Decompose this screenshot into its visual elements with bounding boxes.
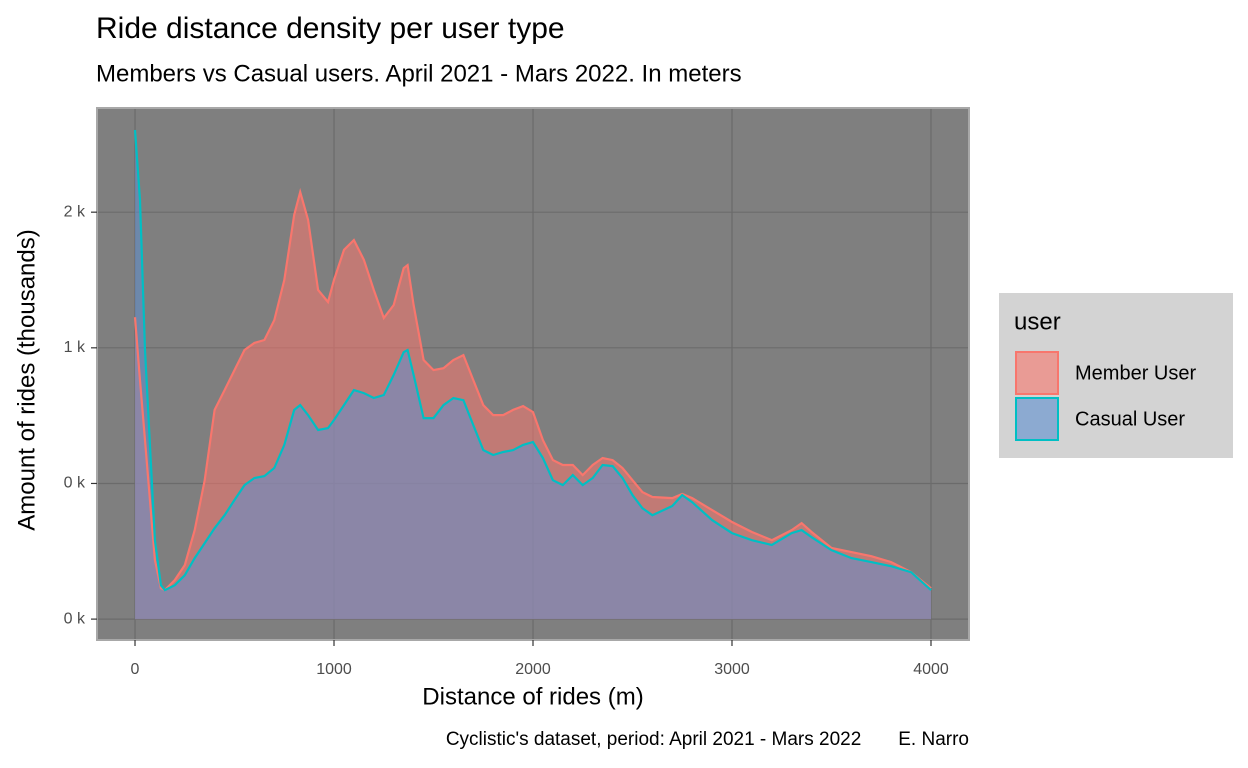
x-tick-label: 1000: [316, 661, 352, 678]
y-tick-label: 0 k: [64, 610, 86, 627]
chart-subtitle: Members vs Casual users. April 2021 - Ma…: [96, 60, 742, 87]
caption: Cyclistic's dataset, period: April 2021 …: [446, 729, 969, 750]
legend-label: Casual User: [1075, 408, 1185, 430]
y-axis-label: Amount of rides (thousands): [13, 229, 40, 531]
axes: 0 1000 2000 3000 4000 0 k 0 k 1 k 2 k: [64, 203, 949, 678]
density-line: [133, 187, 932, 592]
legend-swatch: [1015, 351, 1059, 395]
x-tick-label: 2000: [515, 661, 551, 678]
y-tick-label: 1 k: [64, 339, 86, 356]
x-tick-label: 3000: [714, 661, 750, 678]
legend-label: Member User: [1075, 362, 1196, 384]
density-line: [133, 129, 932, 592]
legend-title: user: [1014, 308, 1061, 335]
x-tick-label: 4000: [913, 661, 949, 678]
legend: user Member User Casual User: [999, 293, 1233, 458]
legend-swatch: [1015, 397, 1059, 441]
y-tick-label: 2 k: [64, 203, 86, 220]
area-fill: [135, 130, 931, 620]
x-tick-label: 0: [131, 661, 140, 678]
marks: [133, 129, 932, 620]
x-axis-label: Distance of rides (m): [422, 683, 643, 710]
chart-title: Ride distance density per user type: [96, 12, 565, 45]
y-tick-label: 0 k: [64, 475, 86, 492]
